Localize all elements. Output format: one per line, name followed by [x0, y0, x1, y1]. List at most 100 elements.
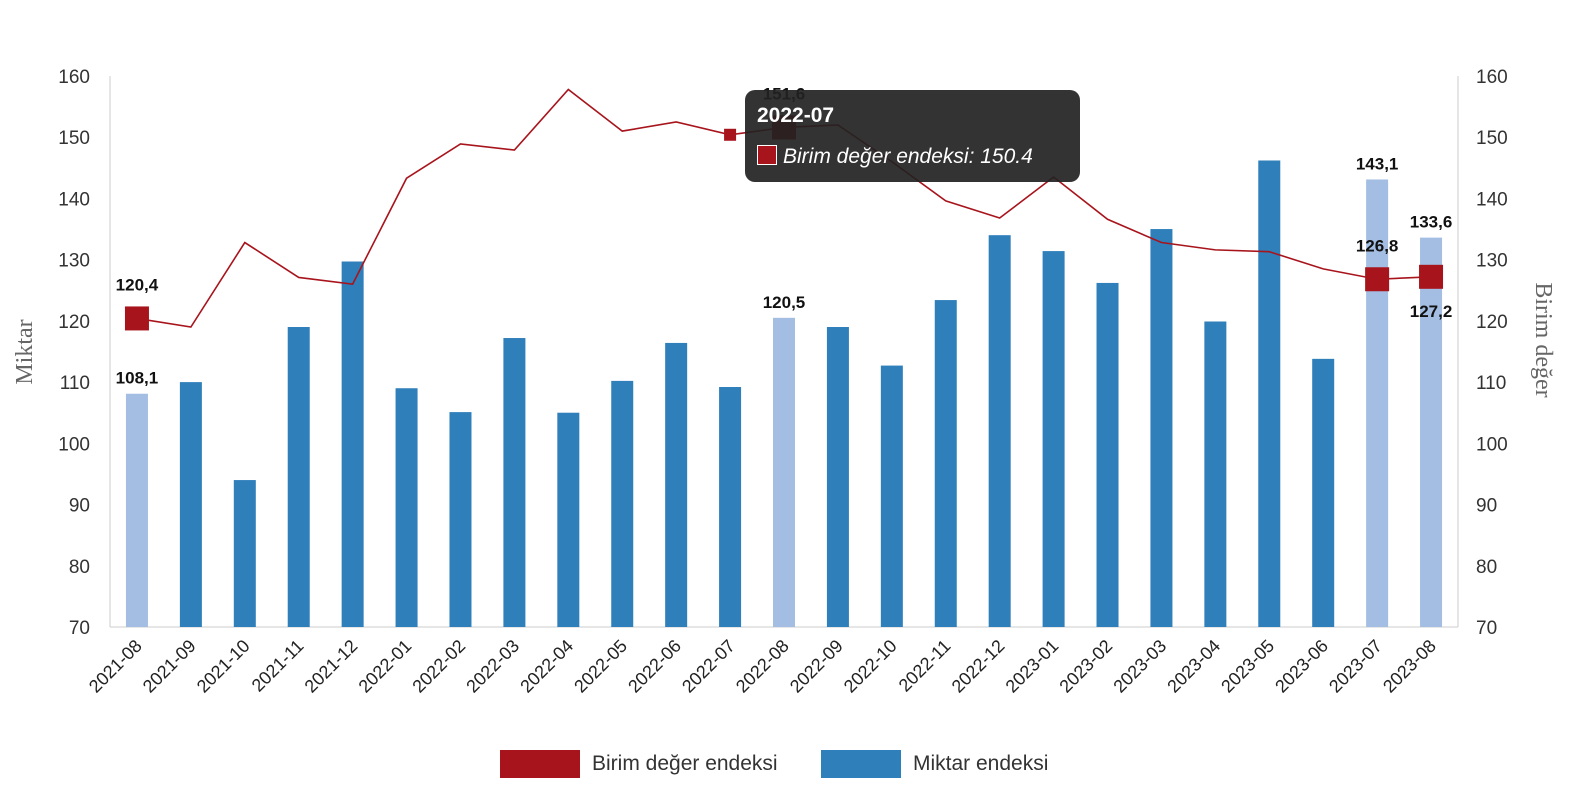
y2-tick-label: 90 — [1476, 496, 1497, 517]
x-tick-label: 2023-01 — [1002, 636, 1063, 697]
x-tick-label: 2023-02 — [1055, 636, 1116, 697]
y-tick-label: 90 — [69, 496, 90, 517]
bar — [395, 388, 418, 627]
x-tick-label: 2023-05 — [1217, 636, 1278, 697]
legend-item-miktar[interactable]: Miktar endeksi — [821, 748, 1048, 780]
x-tick-label: 2022-06 — [624, 636, 685, 697]
y2-tick-label: 70 — [1476, 618, 1497, 639]
x-tick-label: 2022-07 — [678, 636, 739, 697]
legend-label-birim-deger: Birim değer endeksi — [592, 752, 778, 775]
x-tick-label: 2023-07 — [1325, 636, 1386, 697]
tooltip-title: 2022-07 — [757, 104, 835, 127]
x-tick-label: 2022-12 — [948, 636, 1009, 697]
bar — [773, 317, 795, 627]
bar — [988, 235, 1011, 627]
x-tick-label: 2022-11 — [895, 636, 955, 696]
bar — [287, 327, 310, 627]
bar — [880, 365, 903, 627]
bar — [1420, 237, 1443, 628]
tooltip-text: Birim değer endeksi: 150.4 — [783, 145, 1033, 168]
bar — [1042, 251, 1065, 627]
y-tick-label: 120 — [58, 312, 90, 333]
legend-swatch-line — [500, 750, 580, 778]
bar — [665, 342, 688, 627]
x-tick-label: 2022-03 — [462, 636, 523, 697]
bar — [449, 412, 472, 627]
legend-label-miktar: Miktar endeksi — [913, 752, 1049, 775]
x-tick-label: 2021-09 — [139, 636, 200, 697]
bar — [719, 387, 742, 627]
y2-tick-label: 160 — [1476, 67, 1508, 88]
y-axis-title: Miktar — [12, 319, 38, 384]
y2-tick-label: 110 — [1476, 373, 1506, 394]
x-tick-label: 2021-10 — [193, 636, 254, 697]
y2-tick-label: 150 — [1476, 128, 1508, 149]
x-tick-label: 2021-11 — [248, 636, 308, 696]
y2-axis-title: Birim değer — [1530, 282, 1556, 397]
x-tick-label: 2021-08 — [85, 636, 146, 697]
bar — [1312, 358, 1335, 627]
tooltip-row: Birim değer endeksi: 150.4 — [757, 145, 1033, 169]
left-axis-ticks: 70 80 90 100 110 120 130 140 150 160 — [58, 67, 90, 639]
line-point-marker — [724, 128, 737, 141]
y2-tick-label: 130 — [1476, 251, 1508, 272]
x-tick-label: 2022-10 — [840, 636, 901, 697]
y-tick-label: 160 — [58, 67, 90, 88]
miktar-bars — [125, 160, 1443, 628]
chart-legend: Birim değer endeksi Miktar endeksi — [0, 748, 1576, 780]
x-tick-label: 2023-06 — [1271, 636, 1332, 697]
x-tick-label: 2022-01 — [355, 636, 416, 697]
y2-tick-label: 120 — [1476, 312, 1508, 333]
legend-item-birim-deger[interactable]: Birim değer endeksi — [500, 748, 778, 780]
line-point-marker — [1419, 264, 1444, 289]
y-tick-label: 150 — [58, 128, 90, 149]
x-tick-label: 2023-04 — [1163, 636, 1224, 697]
bar — [1366, 179, 1389, 627]
y2-tick-label: 80 — [1476, 557, 1497, 578]
y2-tick-label: 100 — [1476, 434, 1508, 455]
x-tick-label: 2022-02 — [408, 636, 469, 697]
data-label: 120,5 — [763, 293, 806, 312]
bar — [1204, 321, 1227, 627]
bar — [1258, 160, 1281, 627]
data-label: 127,2 — [1410, 302, 1453, 321]
x-tick-label: 2022-09 — [786, 636, 847, 697]
data-label: 126,8 — [1356, 236, 1399, 255]
bar — [934, 300, 957, 627]
x-tick-label: 2022-04 — [516, 636, 577, 697]
y-tick-label: 130 — [58, 251, 90, 272]
x-tick-label: 2021-12 — [301, 636, 362, 697]
data-label: 108,1 — [116, 369, 159, 388]
y-tick-label: 110 — [60, 373, 90, 394]
y-tick-label: 140 — [58, 189, 90, 210]
data-label: 133,6 — [1410, 213, 1453, 232]
y-tick-label: 70 — [69, 618, 90, 639]
x-tick-label: 2023-08 — [1379, 636, 1440, 697]
y2-tick-label: 140 — [1476, 189, 1508, 210]
bar — [826, 327, 849, 627]
x-tick-label: 2023-03 — [1109, 636, 1170, 697]
line-point-marker — [124, 306, 149, 331]
tooltip-series-swatch — [757, 145, 777, 165]
legend-swatch-bar — [821, 750, 901, 778]
bar — [179, 382, 202, 627]
y-tick-label: 80 — [69, 557, 90, 578]
bar — [611, 380, 634, 627]
bar — [125, 393, 148, 627]
data-label: 120,4 — [116, 275, 159, 294]
line-point-marker — [1365, 267, 1390, 292]
x-axis-ticks: 2021-082021-092021-102021-112021-122022-… — [85, 636, 1440, 697]
bar — [233, 480, 256, 627]
bar — [341, 261, 364, 627]
bar — [1096, 282, 1119, 627]
x-tick-label: 2022-05 — [570, 636, 631, 697]
right-axis-ticks: 70 80 90 100 110 120 130 140 150 160 — [1476, 67, 1508, 639]
y-tick-label: 100 — [58, 434, 90, 455]
bar — [503, 338, 526, 627]
bar — [1150, 229, 1173, 628]
chart-tooltip: 2022-07 Birim değer endeksi: 150.4 — [745, 90, 1080, 182]
x-tick-label: 2022-08 — [732, 636, 793, 697]
data-label: 143,1 — [1356, 154, 1399, 173]
